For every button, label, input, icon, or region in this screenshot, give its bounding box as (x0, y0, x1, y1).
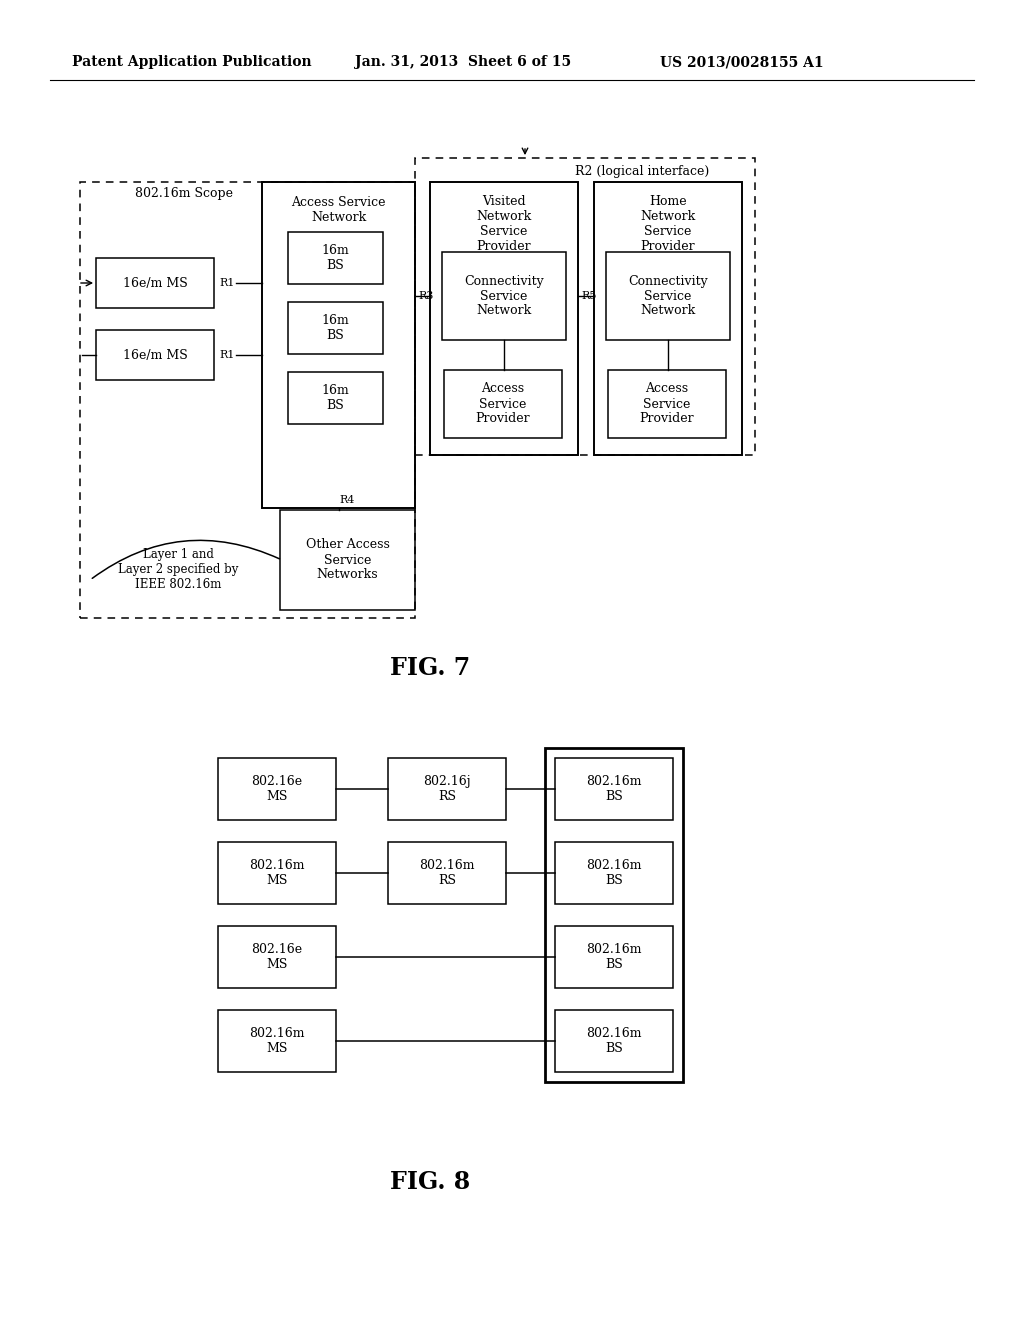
Text: 802.16e
MS: 802.16e MS (252, 942, 302, 972)
Text: 802.16m Scope: 802.16m Scope (135, 187, 233, 201)
Text: FIG. 8: FIG. 8 (390, 1170, 470, 1195)
Text: FIG. 7: FIG. 7 (390, 656, 470, 680)
Text: 16e/m MS: 16e/m MS (123, 276, 187, 289)
Text: Jan. 31, 2013  Sheet 6 of 15: Jan. 31, 2013 Sheet 6 of 15 (355, 55, 571, 69)
Text: Access
Service
Provider: Access Service Provider (476, 383, 530, 425)
Text: 802.16m
BS: 802.16m BS (587, 859, 642, 887)
Text: 802.16m
BS: 802.16m BS (587, 775, 642, 803)
Text: 802.16m
MS: 802.16m MS (249, 859, 305, 887)
Text: Patent Application Publication: Patent Application Publication (72, 55, 311, 69)
Text: 802.16m
BS: 802.16m BS (587, 1027, 642, 1055)
Text: 16m
BS: 16m BS (322, 384, 349, 412)
Text: Layer 1 and
Layer 2 specified by
IEEE 802.16m: Layer 1 and Layer 2 specified by IEEE 80… (118, 548, 239, 591)
Text: 802.16j
RS: 802.16j RS (423, 775, 471, 803)
Text: R1: R1 (219, 279, 234, 288)
Text: R2 (logical interface): R2 (logical interface) (575, 165, 710, 178)
Text: 16m
BS: 16m BS (322, 244, 349, 272)
Text: R1: R1 (219, 350, 234, 360)
Text: R5: R5 (581, 290, 596, 301)
Text: Connectivity
Service
Network: Connectivity Service Network (628, 275, 708, 318)
Text: 16e/m MS: 16e/m MS (123, 348, 187, 362)
Text: 802.16m
BS: 802.16m BS (587, 942, 642, 972)
Text: 802.16m
RS: 802.16m RS (419, 859, 475, 887)
Text: 16m
BS: 16m BS (322, 314, 349, 342)
Text: R4: R4 (340, 495, 355, 506)
Text: 802.16e
MS: 802.16e MS (252, 775, 302, 803)
Text: Access
Service
Provider: Access Service Provider (640, 383, 694, 425)
Text: US 2013/0028155 A1: US 2013/0028155 A1 (660, 55, 823, 69)
Text: Home
Network
Service
Provider: Home Network Service Provider (640, 195, 695, 253)
Text: Other Access
Service
Networks: Other Access Service Networks (305, 539, 389, 582)
Text: Access Service
Network: Access Service Network (291, 195, 386, 224)
Text: Connectivity
Service
Network: Connectivity Service Network (464, 275, 544, 318)
Text: R3: R3 (418, 290, 433, 301)
Text: 802.16m
MS: 802.16m MS (249, 1027, 305, 1055)
Text: Visited
Network
Service
Provider: Visited Network Service Provider (476, 195, 531, 253)
